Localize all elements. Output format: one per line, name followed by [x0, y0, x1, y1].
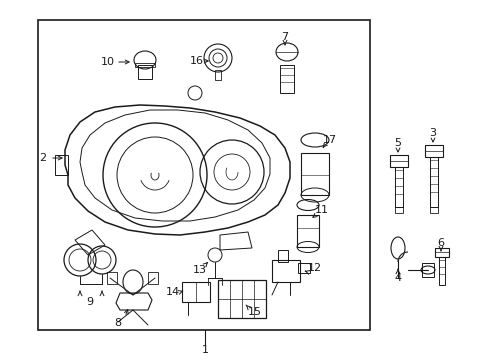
Text: 4: 4	[394, 273, 401, 283]
Bar	[421, 263, 433, 277]
Text: 7: 7	[281, 32, 288, 42]
Bar	[434, 248, 448, 257]
Text: 5: 5	[394, 138, 401, 148]
Bar	[394, 167, 402, 207]
Bar	[301, 153, 328, 195]
Text: 15: 15	[247, 307, 262, 317]
Text: 2: 2	[40, 153, 46, 163]
Bar	[389, 155, 407, 167]
Bar	[424, 145, 442, 157]
Text: 9: 9	[86, 297, 93, 307]
Bar	[138, 65, 152, 79]
Text: 11: 11	[314, 205, 328, 215]
Bar	[215, 70, 221, 80]
Bar	[182, 282, 209, 302]
Text: 12: 12	[307, 263, 322, 273]
Bar	[429, 207, 437, 213]
Bar	[271, 260, 299, 282]
Text: 8: 8	[114, 318, 122, 328]
Text: 10: 10	[101, 57, 115, 67]
Text: 17: 17	[322, 135, 336, 145]
Bar	[438, 257, 444, 285]
Bar	[278, 250, 287, 262]
Text: 3: 3	[428, 128, 436, 138]
Text: 14: 14	[165, 287, 180, 297]
Bar	[297, 263, 309, 273]
Bar	[107, 272, 117, 284]
Text: 13: 13	[193, 265, 206, 275]
Bar	[296, 215, 318, 247]
Text: 6: 6	[437, 238, 444, 248]
Bar	[38, 20, 369, 330]
Bar	[135, 63, 155, 67]
Bar	[429, 157, 437, 207]
Bar	[280, 65, 293, 93]
Text: 16: 16	[190, 56, 203, 66]
Bar	[148, 272, 158, 284]
Bar	[394, 207, 402, 213]
Text: 1: 1	[201, 345, 208, 355]
Bar	[218, 280, 265, 318]
